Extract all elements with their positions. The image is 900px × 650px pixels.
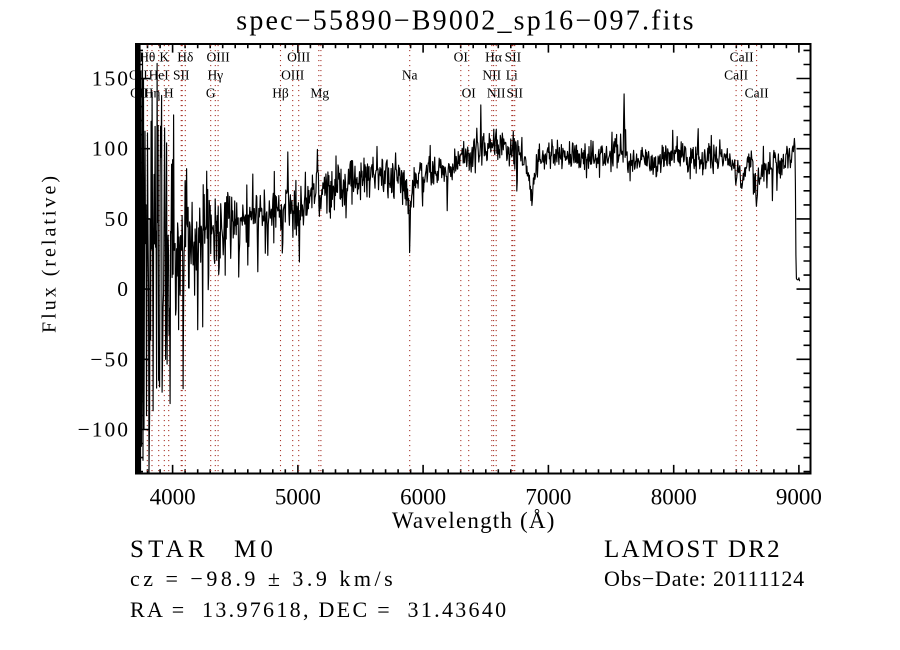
svg-text:OII: OII [129, 68, 148, 83]
svg-text:50: 50 [105, 207, 131, 231]
svg-text:M0: M0 [234, 536, 277, 563]
svg-text:Hθ: Hθ [139, 50, 155, 65]
svg-text:0: 0 [117, 277, 130, 301]
svg-text:G: G [206, 86, 216, 101]
svg-text:HeI: HeI [149, 68, 170, 83]
svg-text:Hδ: Hδ [177, 50, 193, 65]
svg-text:cz = −98.9 ± 3.9 km/s: cz = −98.9 ± 3.9 km/s [130, 566, 396, 591]
svg-text:8000: 8000 [651, 485, 697, 510]
svg-text:Hβ: Hβ [272, 86, 289, 101]
svg-text:OIII: OIII [281, 68, 305, 83]
svg-text:Hα: Hα [485, 50, 502, 65]
svg-text:−50: −50 [90, 347, 130, 371]
svg-text:Hη: Hη [144, 86, 161, 101]
svg-text:CaII: CaII [745, 86, 769, 101]
svg-text:NII: NII [482, 68, 501, 83]
svg-text:Li: Li [506, 68, 518, 83]
svg-text:Mg: Mg [310, 86, 329, 101]
svg-text:OIII: OIII [206, 50, 230, 65]
svg-text:OI: OI [462, 86, 477, 101]
svg-text:SII: SII [506, 86, 523, 101]
svg-text:Na: Na [402, 68, 418, 83]
svg-text:K: K [159, 50, 169, 65]
svg-text:Flux (relative): Flux (relative) [39, 173, 61, 333]
svg-text:RA = 13.97618, DEC = 31.4364: RA = 13.97618, DEC = 31.43640 [130, 597, 508, 622]
svg-text:STAR: STAR [130, 536, 209, 563]
svg-text:LAMOST DR2: LAMOST DR2 [604, 536, 782, 563]
svg-text:6000: 6000 [400, 485, 446, 510]
svg-text:5000: 5000 [275, 485, 321, 510]
svg-text:Wavelength (Å): Wavelength (Å) [392, 508, 556, 533]
svg-text:OIII: OIII [287, 50, 311, 65]
svg-text:7000: 7000 [525, 485, 571, 510]
svg-text:NII: NII [487, 86, 506, 101]
svg-text:OI: OI [454, 50, 469, 65]
svg-text:Hγ: Hγ [207, 68, 223, 83]
svg-text:Obs−Date: 20111124: Obs−Date: 20111124 [604, 566, 805, 591]
svg-text:CaII: CaII [724, 68, 748, 83]
svg-text:SII: SII [505, 50, 522, 65]
svg-text:CaII: CaII [730, 50, 754, 65]
svg-text:−100: −100 [78, 418, 130, 442]
svg-text:SII: SII [173, 68, 190, 83]
svg-text:spec−55890−B9002_sp16−097.fits: spec−55890−B9002_sp16−097.fits [236, 6, 695, 37]
svg-text:OII: OII [130, 86, 149, 101]
svg-text:9000: 9000 [776, 485, 822, 510]
svg-text:H: H [164, 86, 174, 101]
svg-text:4000: 4000 [150, 485, 196, 510]
svg-text:100: 100 [92, 137, 130, 161]
svg-text:150: 150 [92, 67, 130, 91]
